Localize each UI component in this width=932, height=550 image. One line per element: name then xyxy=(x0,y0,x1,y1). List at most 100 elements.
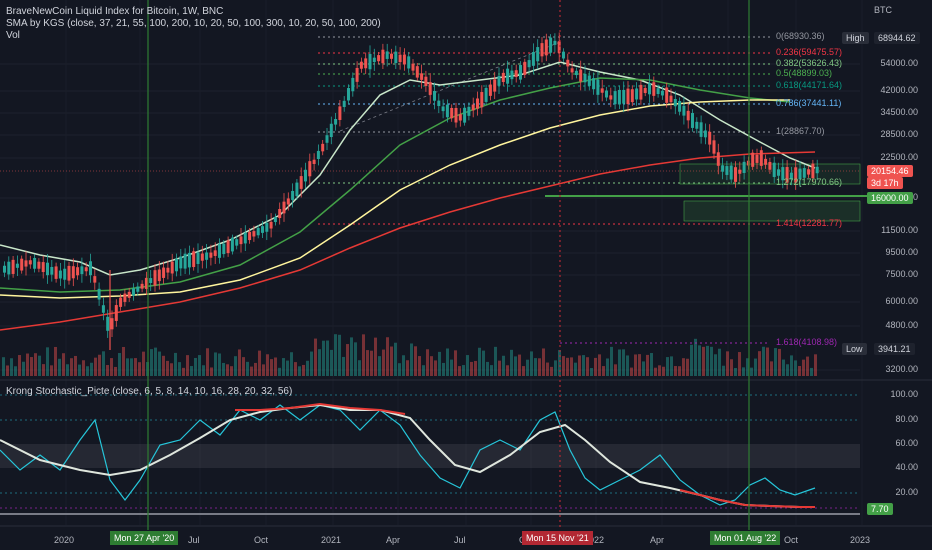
volume-bar xyxy=(486,361,489,376)
volume-bar xyxy=(702,346,705,376)
candle-body xyxy=(162,267,166,278)
volume-bar xyxy=(374,337,377,376)
volume-bar xyxy=(286,360,289,376)
candle-body xyxy=(764,158,768,165)
candle-body xyxy=(76,267,80,276)
volume-bar xyxy=(42,364,45,376)
volume-bar xyxy=(490,365,493,376)
volume-bar xyxy=(250,366,253,376)
price-tick-label: 42000.00 xyxy=(880,85,918,95)
volume-bar xyxy=(402,355,405,376)
current-price-badge: 20154.46 xyxy=(867,165,913,177)
price-tick-label: 28500.00 xyxy=(880,129,918,139)
volume-bar xyxy=(554,360,557,376)
sma-slow-line xyxy=(0,99,790,299)
candle-body xyxy=(230,237,234,252)
volume-bar xyxy=(726,351,729,376)
volume-bar xyxy=(314,338,317,376)
volume-bar xyxy=(230,366,233,376)
time-tick-label: Apr xyxy=(650,535,665,545)
volume-bar xyxy=(50,365,53,376)
candle-body xyxy=(123,293,127,302)
volume-bar xyxy=(578,355,581,376)
date-marker-aug-2022[interactable]: Mon 01 Aug '22 xyxy=(710,531,781,545)
price-tick-label: 54000.00 xyxy=(880,58,918,68)
volume-bar xyxy=(346,344,349,376)
volume-bar xyxy=(786,364,789,376)
volume-bar xyxy=(446,348,449,376)
candle-body xyxy=(639,84,643,100)
price-tick-label: 11500.00 xyxy=(881,225,918,235)
price-tick-label: 22500.00 xyxy=(880,152,918,162)
candle-body xyxy=(811,163,815,179)
candle-body xyxy=(557,41,561,53)
candle-body xyxy=(635,88,639,100)
volume-bar xyxy=(118,353,121,376)
volume-bar xyxy=(114,366,117,376)
volume-bar xyxy=(518,354,521,376)
candle-body xyxy=(626,88,630,105)
candle-body xyxy=(338,106,342,120)
candle-body xyxy=(205,252,209,260)
candle-body xyxy=(89,261,92,276)
candle-body xyxy=(351,77,355,92)
candle-body xyxy=(114,305,118,321)
volume-bar xyxy=(302,364,305,376)
candle-body xyxy=(265,222,269,232)
volume-bar xyxy=(82,360,85,376)
volume-bar xyxy=(290,352,293,376)
volume-bar xyxy=(98,354,101,376)
candle-body xyxy=(80,266,84,275)
candle-body xyxy=(11,259,15,274)
candle-body xyxy=(28,260,32,265)
volume-bar xyxy=(626,355,629,376)
candle-body xyxy=(33,257,37,269)
volume-bar xyxy=(722,365,725,376)
volume-bar xyxy=(26,353,29,376)
volume-bar xyxy=(570,357,573,376)
volume-bar xyxy=(738,352,741,376)
candle-body xyxy=(497,75,501,86)
date-marker-nov-2021[interactable]: Mon 15 Nov '21 xyxy=(522,531,593,545)
candle-body xyxy=(200,253,204,261)
volume-bar xyxy=(46,347,49,376)
candle-body xyxy=(759,150,763,166)
candle-body xyxy=(678,100,682,112)
candle-body xyxy=(798,168,802,180)
volume-bar xyxy=(262,364,265,376)
date-marker-apr-2020[interactable]: Mon 27 Apr '20 xyxy=(110,531,179,545)
candle-body xyxy=(248,231,252,241)
volume-bar xyxy=(538,358,541,376)
candle-body xyxy=(41,262,45,273)
candle-body xyxy=(252,231,256,237)
volume-bar xyxy=(422,365,425,376)
fib-level-label: 0.618(44171.64) xyxy=(776,80,843,90)
volume-bar xyxy=(530,351,533,376)
candle-body xyxy=(291,190,295,200)
candle-body xyxy=(562,51,565,59)
volume-bar xyxy=(58,358,61,376)
volume-bar xyxy=(590,367,593,376)
candle-body xyxy=(437,100,441,107)
candle-body xyxy=(15,263,19,268)
volume-bar xyxy=(110,358,113,376)
candle-body xyxy=(579,69,583,82)
volume-bar xyxy=(6,365,9,376)
volume-bar xyxy=(154,347,157,376)
candle-body xyxy=(540,43,544,57)
time-tick-label: Jul xyxy=(454,535,466,545)
candle-body xyxy=(686,110,690,121)
bar-countdown-badge: 3d 17h xyxy=(867,177,903,189)
volume-bar xyxy=(542,348,545,376)
candle-body xyxy=(187,252,191,268)
candle-body xyxy=(157,269,161,282)
candle-body xyxy=(415,66,419,78)
volume-bar xyxy=(546,362,549,376)
candle-body xyxy=(329,123,333,138)
volume-bar xyxy=(54,346,57,376)
candle-body xyxy=(673,98,677,107)
volume-bar xyxy=(134,358,137,376)
volume-bar xyxy=(690,344,693,376)
candle-body xyxy=(84,267,88,272)
